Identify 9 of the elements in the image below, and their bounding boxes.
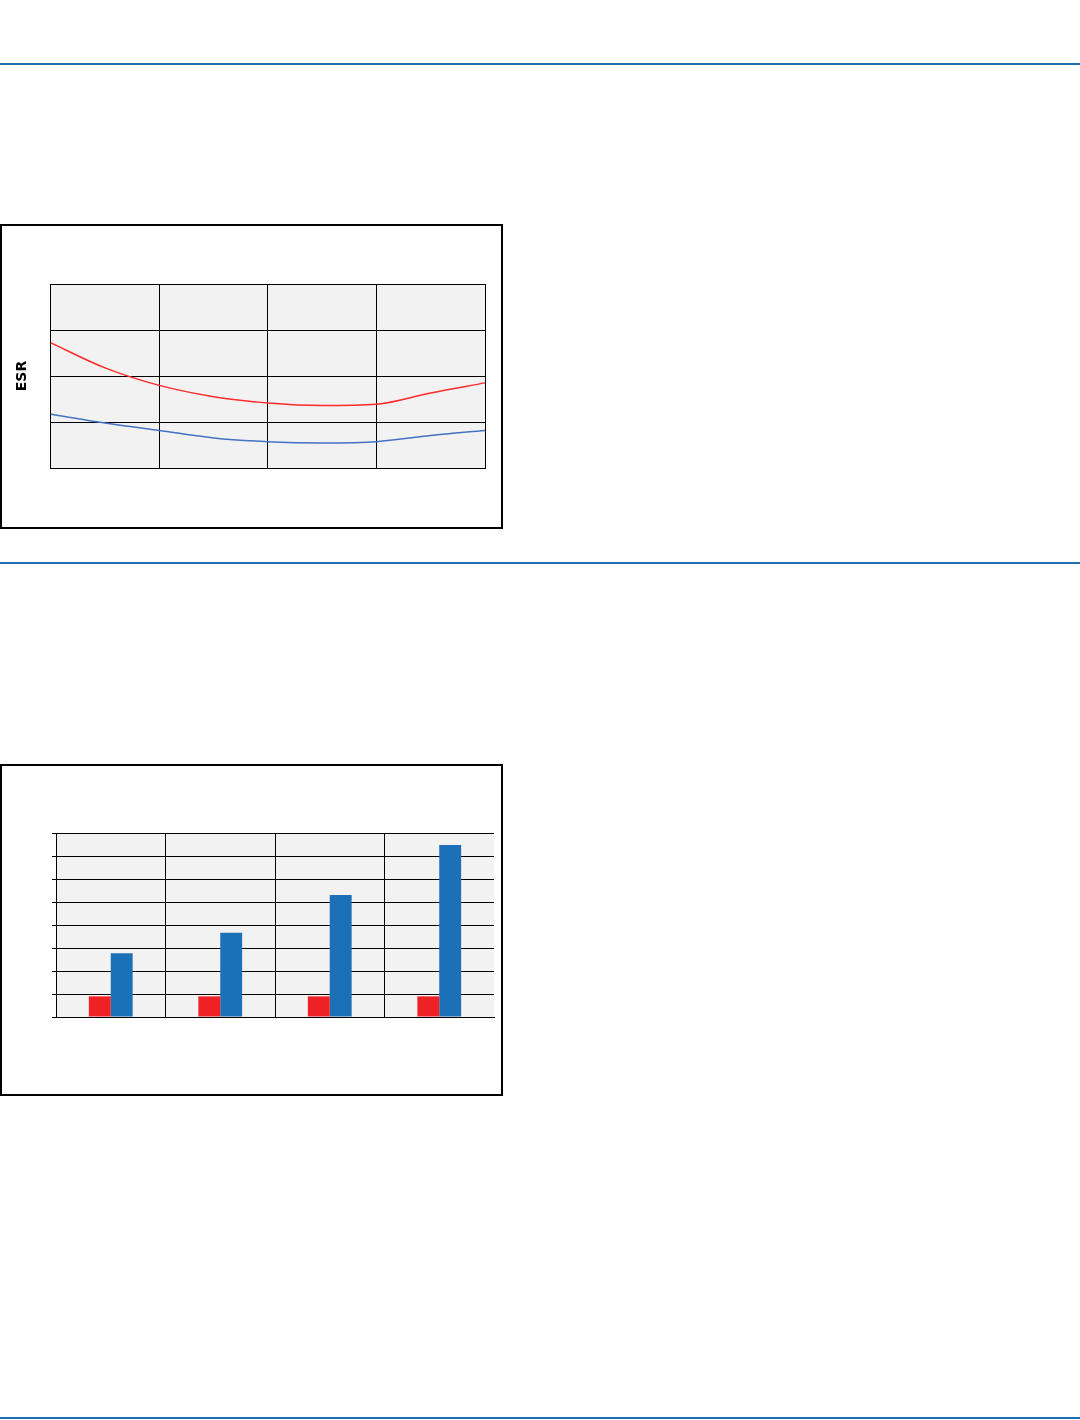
y-axis-title: ESR bbox=[13, 360, 30, 392]
bar bbox=[220, 932, 243, 1017]
bar bbox=[110, 953, 133, 1017]
bar bbox=[417, 996, 440, 1017]
bar bbox=[307, 996, 330, 1017]
bar bbox=[439, 845, 462, 1017]
bar bbox=[88, 996, 111, 1017]
bar bbox=[329, 894, 352, 1017]
bar bbox=[198, 996, 221, 1017]
